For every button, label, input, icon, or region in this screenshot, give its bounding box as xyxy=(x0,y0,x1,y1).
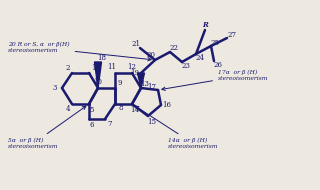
Text: 14α  or β (H)
stereoisomerism: 14α or β (H) stereoisomerism xyxy=(135,106,219,149)
Text: 10: 10 xyxy=(93,78,102,86)
Text: 20 R or S, α  or β(H)
stereoisomerism: 20 R or S, α or β(H) stereoisomerism xyxy=(8,42,151,61)
Text: 11: 11 xyxy=(108,63,116,71)
Text: 14: 14 xyxy=(131,106,140,114)
Text: 17: 17 xyxy=(148,83,156,91)
Text: 26: 26 xyxy=(213,61,222,69)
Text: 20: 20 xyxy=(147,51,156,59)
Polygon shape xyxy=(138,73,145,88)
Text: 16: 16 xyxy=(163,101,172,109)
Text: 24: 24 xyxy=(196,54,204,62)
Text: 25: 25 xyxy=(211,39,220,47)
Text: R: R xyxy=(202,21,208,29)
Text: 21: 21 xyxy=(132,40,140,48)
Text: 18: 18 xyxy=(98,54,107,62)
Text: 4: 4 xyxy=(66,105,70,113)
Polygon shape xyxy=(94,62,101,88)
Text: 6: 6 xyxy=(90,121,94,129)
Text: 13: 13 xyxy=(140,80,149,88)
Text: 2: 2 xyxy=(66,64,70,72)
Text: 27: 27 xyxy=(228,31,236,39)
Text: 5α  or β (H)
stereoisomerism: 5α or β (H) stereoisomerism xyxy=(8,106,86,149)
Text: 7: 7 xyxy=(108,120,112,128)
Text: 1: 1 xyxy=(91,64,95,72)
Text: 19: 19 xyxy=(131,69,140,77)
Text: 5: 5 xyxy=(90,106,94,114)
Text: 12: 12 xyxy=(127,63,137,71)
Text: 8: 8 xyxy=(119,104,123,112)
Text: 22: 22 xyxy=(170,44,179,52)
Text: 9: 9 xyxy=(118,79,122,87)
Text: 3: 3 xyxy=(53,84,57,92)
Text: 15: 15 xyxy=(148,118,156,126)
Text: 23: 23 xyxy=(181,62,190,70)
Text: 17α  or β (H)
stereoisomerism: 17α or β (H) stereoisomerism xyxy=(162,70,268,90)
